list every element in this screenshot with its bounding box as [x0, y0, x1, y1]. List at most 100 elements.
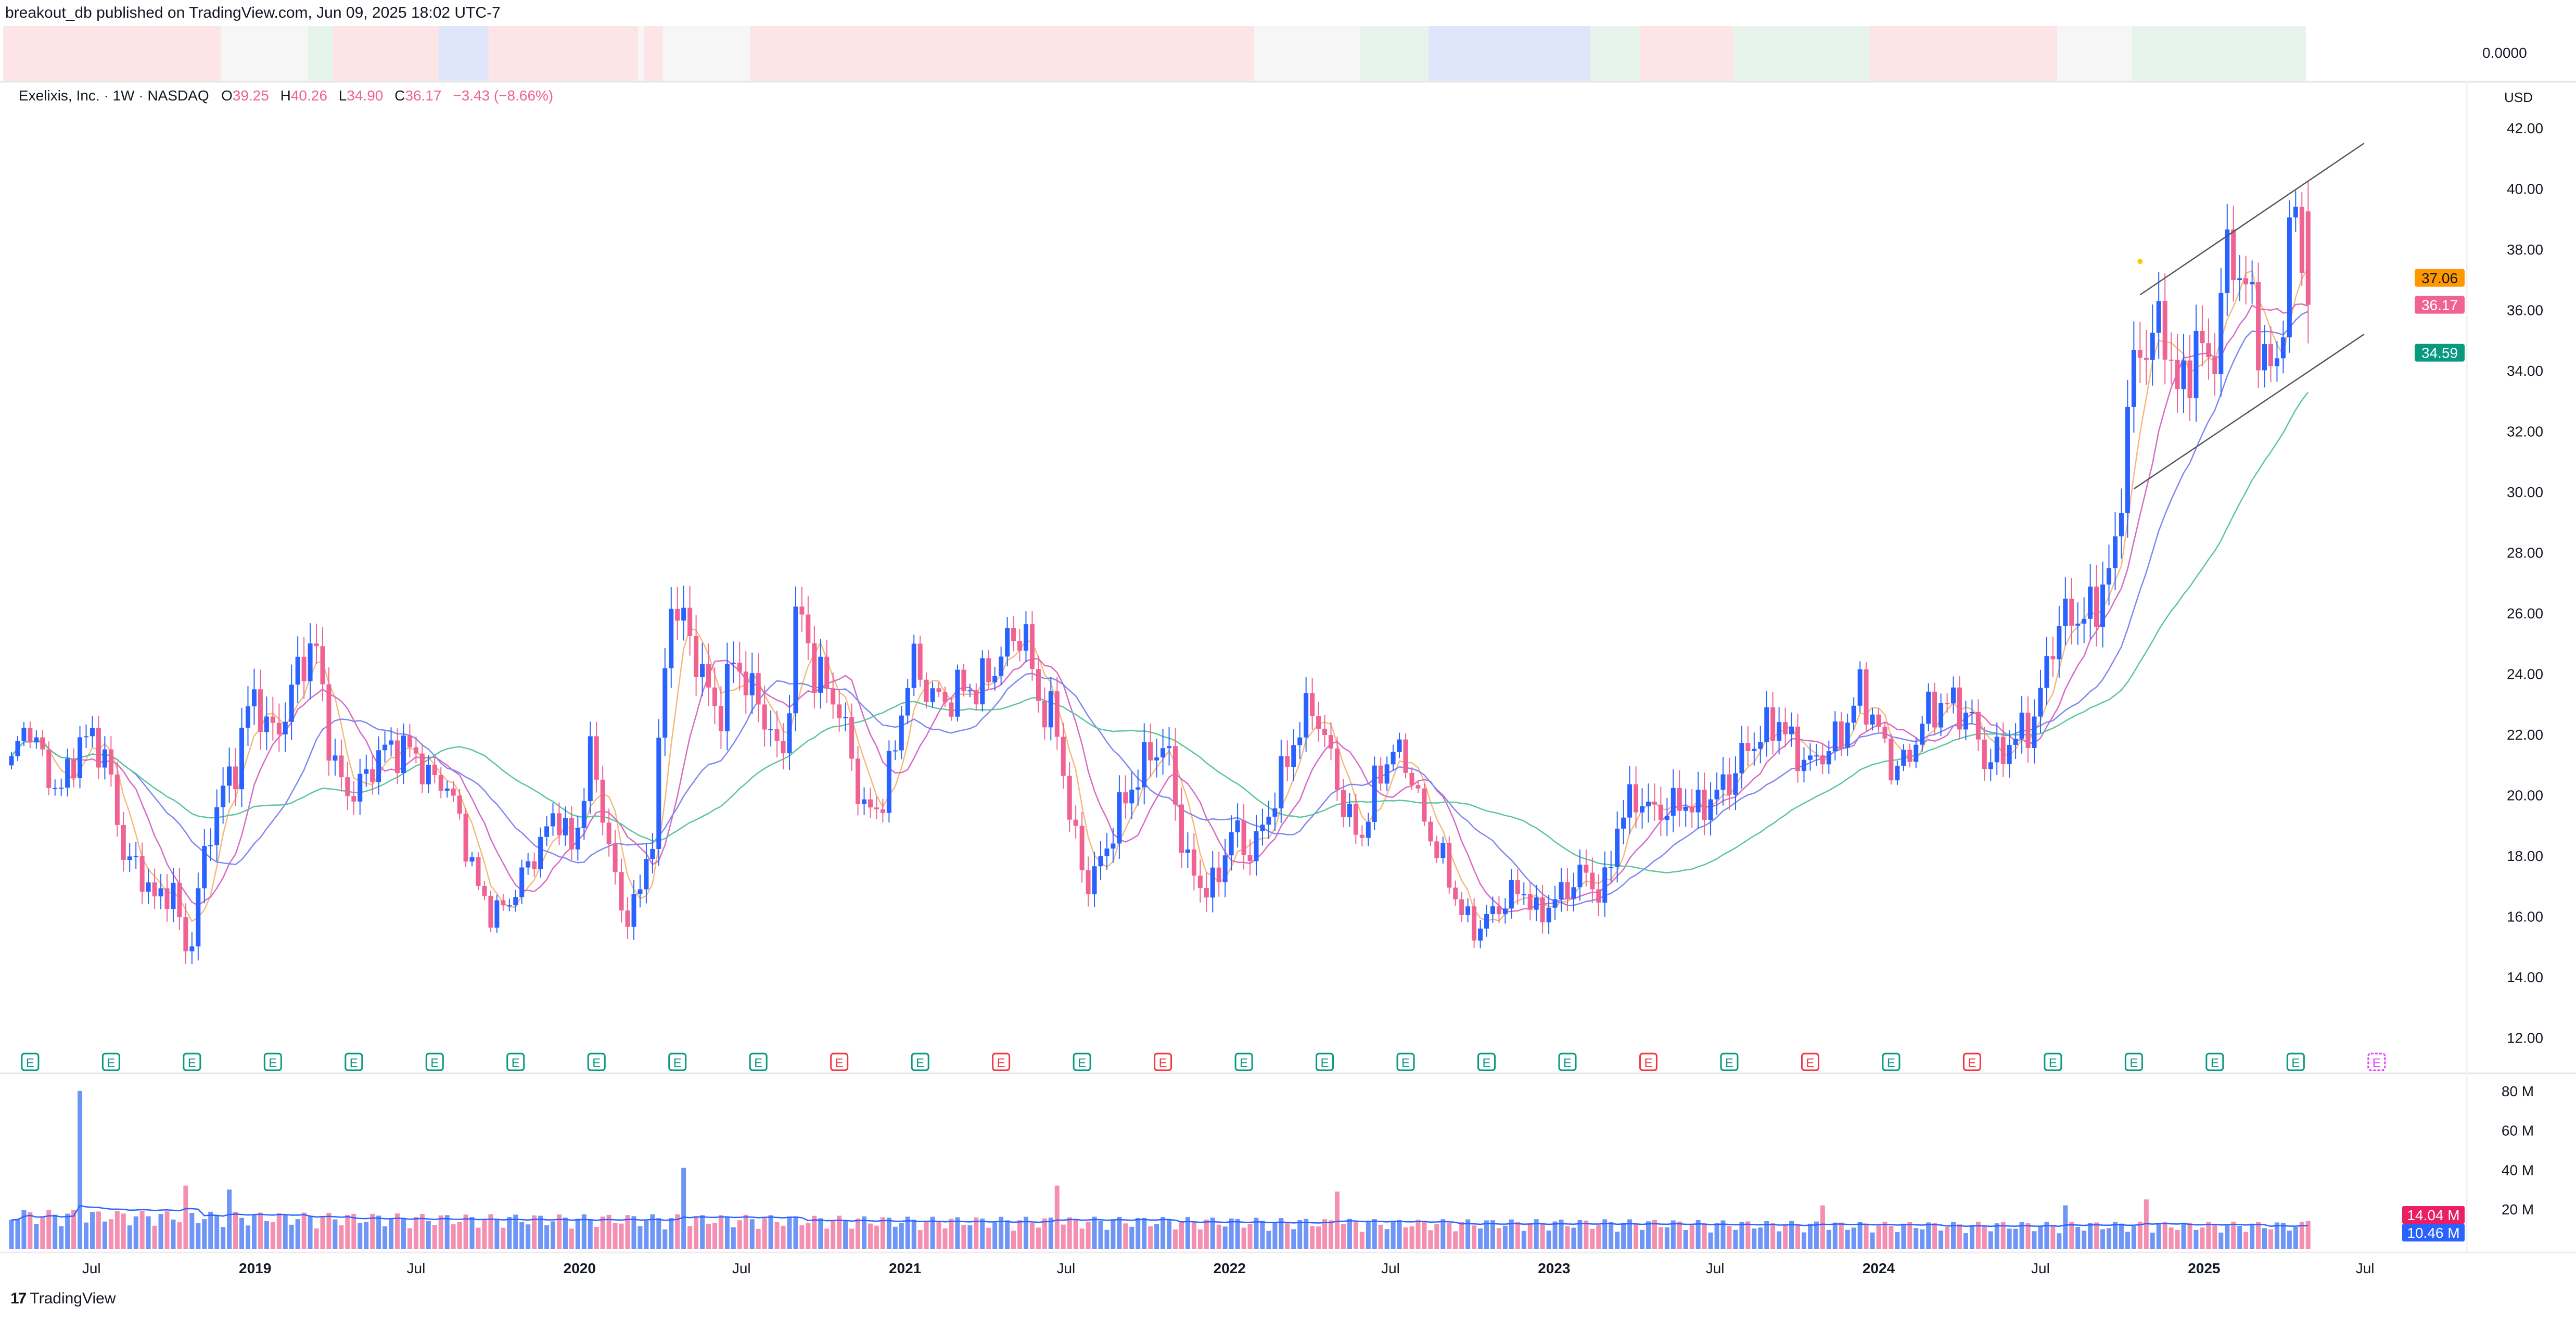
volume-bar: [831, 1220, 836, 1249]
candle-body: [2299, 207, 2304, 273]
candle-body: [233, 766, 238, 790]
volume-bar: [1403, 1227, 1408, 1249]
candle-body: [196, 888, 201, 947]
price-tick: 36.00: [2507, 302, 2543, 319]
volume-bar: [389, 1219, 394, 1249]
candle-body: [121, 825, 126, 860]
candle-body: [171, 882, 176, 909]
candle-body: [189, 946, 195, 952]
volume-tick: 60 M: [2502, 1123, 2534, 1139]
candle-body: [320, 646, 325, 685]
earnings-label: E: [26, 1056, 34, 1070]
price-tick: 30.00: [2507, 484, 2543, 500]
candle-body: [2274, 358, 2279, 366]
volume-bar: [799, 1225, 805, 1249]
volume-bar: [2050, 1225, 2056, 1249]
symbol-name[interactable]: Exelixis, Inc. · 1W · NASDAQ: [19, 87, 209, 104]
candle-body: [793, 606, 798, 714]
volume-bar: [419, 1214, 425, 1249]
candle-body: [1048, 691, 1053, 728]
volume-bar: [1502, 1225, 1508, 1249]
time-tick: Jul: [407, 1260, 426, 1276]
candle-body: [1540, 897, 1545, 922]
volume-bar: [575, 1219, 580, 1249]
volume-bar: [1534, 1219, 1539, 1249]
candle-body: [942, 692, 948, 703]
candle-body: [358, 774, 363, 802]
volume-bar: [1777, 1231, 1782, 1249]
candle-body: [1882, 726, 1888, 739]
price-tick: 18.00: [2507, 848, 2543, 864]
volume-bar: [2025, 1223, 2031, 1249]
volume-bar: [675, 1214, 680, 1249]
tradingview-logo[interactable]: 17 TradingView: [10, 1290, 116, 1308]
volume-bar: [1857, 1222, 1863, 1249]
candle-body: [351, 796, 356, 802]
volume-bar: [1988, 1231, 1993, 1249]
candle-body: [2280, 337, 2286, 359]
volume-bar: [644, 1220, 649, 1249]
candle-body: [158, 888, 163, 897]
candle-body: [488, 895, 493, 928]
volume-bar: [2268, 1229, 2273, 1249]
price-tick: 22.00: [2507, 727, 2543, 743]
candle-body: [1889, 738, 1894, 781]
candle-body: [1397, 739, 1402, 752]
volume-bar: [1664, 1227, 1669, 1249]
volume-bar: [53, 1214, 58, 1249]
volume-bar: [1801, 1232, 1806, 1249]
candle-body: [681, 607, 686, 621]
currency-label[interactable]: USD: [2504, 90, 2533, 105]
volume-bar: [563, 1218, 568, 1249]
volume-bar: [1329, 1220, 1334, 1249]
earnings-label: E: [107, 1056, 115, 1070]
candle-body: [1372, 765, 1377, 822]
candle-body: [333, 755, 338, 761]
candle-body: [1714, 790, 1719, 800]
candle-body: [2250, 282, 2255, 285]
volume-bar: [1472, 1225, 1477, 1249]
volume-bar: [2137, 1221, 2143, 1249]
earnings-label: E: [997, 1056, 1005, 1070]
volume-bar: [469, 1217, 475, 1249]
earnings-beat-icon: [2124, 1053, 2143, 1071]
candle-body: [2057, 626, 2062, 660]
candle-body: [1235, 820, 1240, 832]
candle-body: [1067, 776, 1072, 820]
price-tick: 16.00: [2507, 909, 2543, 925]
time-tick: 2021: [889, 1260, 921, 1276]
volume-bar: [949, 1219, 954, 1249]
volume-bar: [59, 1226, 64, 1249]
volume-bar: [1739, 1222, 1744, 1249]
volume-bar: [96, 1211, 101, 1249]
volume-bar: [1297, 1220, 1303, 1249]
volume-bar: [1851, 1227, 1856, 1249]
candle-body: [2107, 568, 2112, 585]
volume-bar: [1839, 1222, 1844, 1249]
candle-body: [1098, 856, 1103, 867]
volume-bar: [333, 1219, 338, 1249]
volume-bar: [619, 1223, 624, 1249]
candle-body: [444, 788, 450, 791]
volume-bar: [2125, 1232, 2130, 1249]
volume-bar: [127, 1225, 132, 1249]
volume-bar: [1752, 1228, 1757, 1249]
candle-body: [662, 668, 668, 738]
candle-body: [276, 723, 282, 734]
volume-bar: [258, 1212, 263, 1249]
volume-bar: [2231, 1221, 2236, 1249]
candle-body: [1864, 669, 1869, 725]
volume-bar: [519, 1222, 525, 1249]
volume-bar: [451, 1224, 456, 1249]
volume-bar: [1646, 1221, 1651, 1249]
volume-bar: [1577, 1220, 1583, 1249]
volume-bar: [84, 1222, 89, 1249]
volume-bar: [183, 1185, 188, 1249]
candle-body: [9, 756, 14, 766]
candle-body: [874, 807, 879, 809]
volume-bar: [1758, 1227, 1763, 1249]
candle-body: [339, 755, 344, 778]
volume-bar: [245, 1225, 250, 1249]
volume-bar: [2075, 1227, 2081, 1249]
